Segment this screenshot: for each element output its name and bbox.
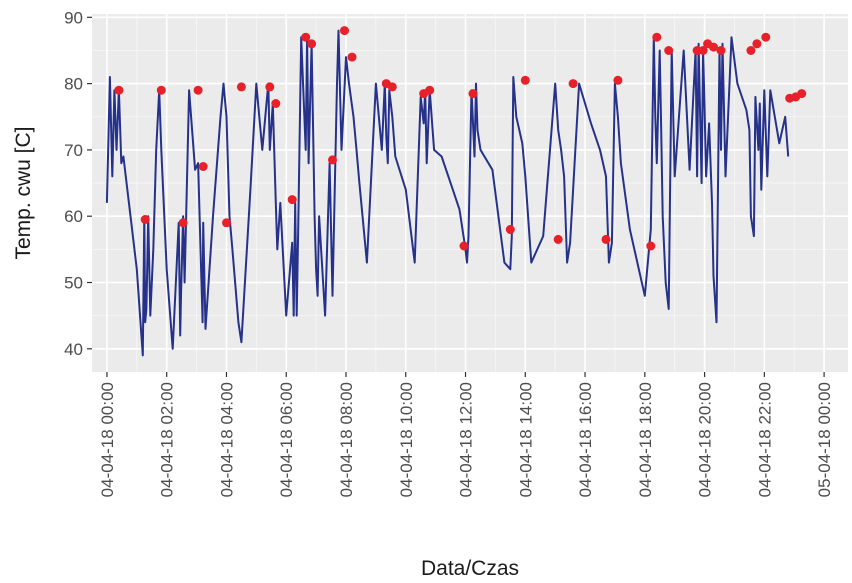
peak-marker — [664, 46, 674, 55]
peak-marker — [652, 32, 662, 42]
peak-marker — [698, 46, 708, 55]
x-tick-label: 04-04-18 22:00 — [755, 382, 774, 497]
peak-marker — [178, 218, 188, 228]
x-tick-label: 04-04-18 06:00 — [277, 382, 296, 497]
x-axis-ticks: 04-04-18 00:00 04-04-18 02:00 04-04-18 04:… — [98, 372, 834, 497]
peak-marker — [746, 46, 756, 55]
peak-marker — [287, 195, 297, 205]
peak-marker — [716, 46, 726, 55]
peak-marker — [505, 225, 515, 234]
peak-marker — [271, 99, 281, 108]
peak-marker — [301, 32, 311, 42]
peak-marker — [328, 155, 337, 165]
peak-markers — [114, 26, 807, 251]
x-tick-label: 04-04-18 02:00 — [158, 382, 177, 497]
peak-marker — [114, 85, 124, 95]
peak-marker — [459, 241, 469, 251]
y-tick-label: 40 — [64, 340, 83, 359]
temperature-series-line — [105, 29, 790, 357]
peak-marker — [752, 39, 762, 49]
peak-marker — [709, 42, 718, 52]
y-axis-ticks: 40 50 60 70 80 90 — [64, 8, 92, 359]
peak-marker — [468, 89, 478, 99]
x-tick-label: 04-04-18 20:00 — [696, 382, 715, 497]
peak-marker — [198, 162, 208, 171]
peak-marker — [347, 52, 357, 62]
peak-marker — [797, 89, 807, 99]
peak-marker — [236, 82, 246, 92]
x-tick-label: 04-04-18 10:00 — [397, 382, 416, 497]
y-tick-label: 80 — [64, 75, 83, 94]
peak-marker — [425, 85, 435, 95]
peak-marker — [193, 85, 203, 95]
peak-marker — [222, 218, 231, 228]
x-tick-label: 04-04-18 14:00 — [516, 382, 535, 497]
peak-marker — [156, 85, 166, 95]
x-tick-label: 04-04-18 04:00 — [217, 382, 236, 497]
x-tick-label: 04-04-18 00:00 — [98, 382, 117, 497]
x-tick-label: 04-04-18 18:00 — [636, 382, 655, 497]
x-tick-label: 04-04-18 08:00 — [337, 382, 356, 497]
y-axis-title: Temp. cwu [C] — [12, 126, 35, 259]
y-tick-label: 60 — [64, 207, 83, 226]
peak-marker — [340, 26, 349, 36]
x-tick-label: 04-04-18 16:00 — [576, 382, 595, 497]
peak-marker — [568, 79, 578, 89]
peak-marker — [307, 39, 317, 49]
peak-marker — [613, 75, 623, 85]
y-tick-label: 70 — [64, 141, 83, 160]
peak-marker — [761, 32, 771, 42]
peak-marker — [140, 215, 150, 224]
peak-marker — [520, 75, 530, 85]
x-axis-title: Data/Czas — [421, 557, 519, 580]
y-tick-label: 50 — [64, 274, 83, 293]
peak-marker — [601, 234, 611, 244]
peak-marker — [265, 82, 275, 92]
peak-marker — [387, 82, 397, 92]
peak-marker — [646, 241, 656, 251]
peak-marker — [553, 234, 563, 244]
x-tick-label: 05-04-18 00:00 — [815, 382, 834, 497]
y-tick-label: 90 — [64, 8, 83, 27]
x-tick-label: 04-04-18 12:00 — [457, 382, 476, 497]
